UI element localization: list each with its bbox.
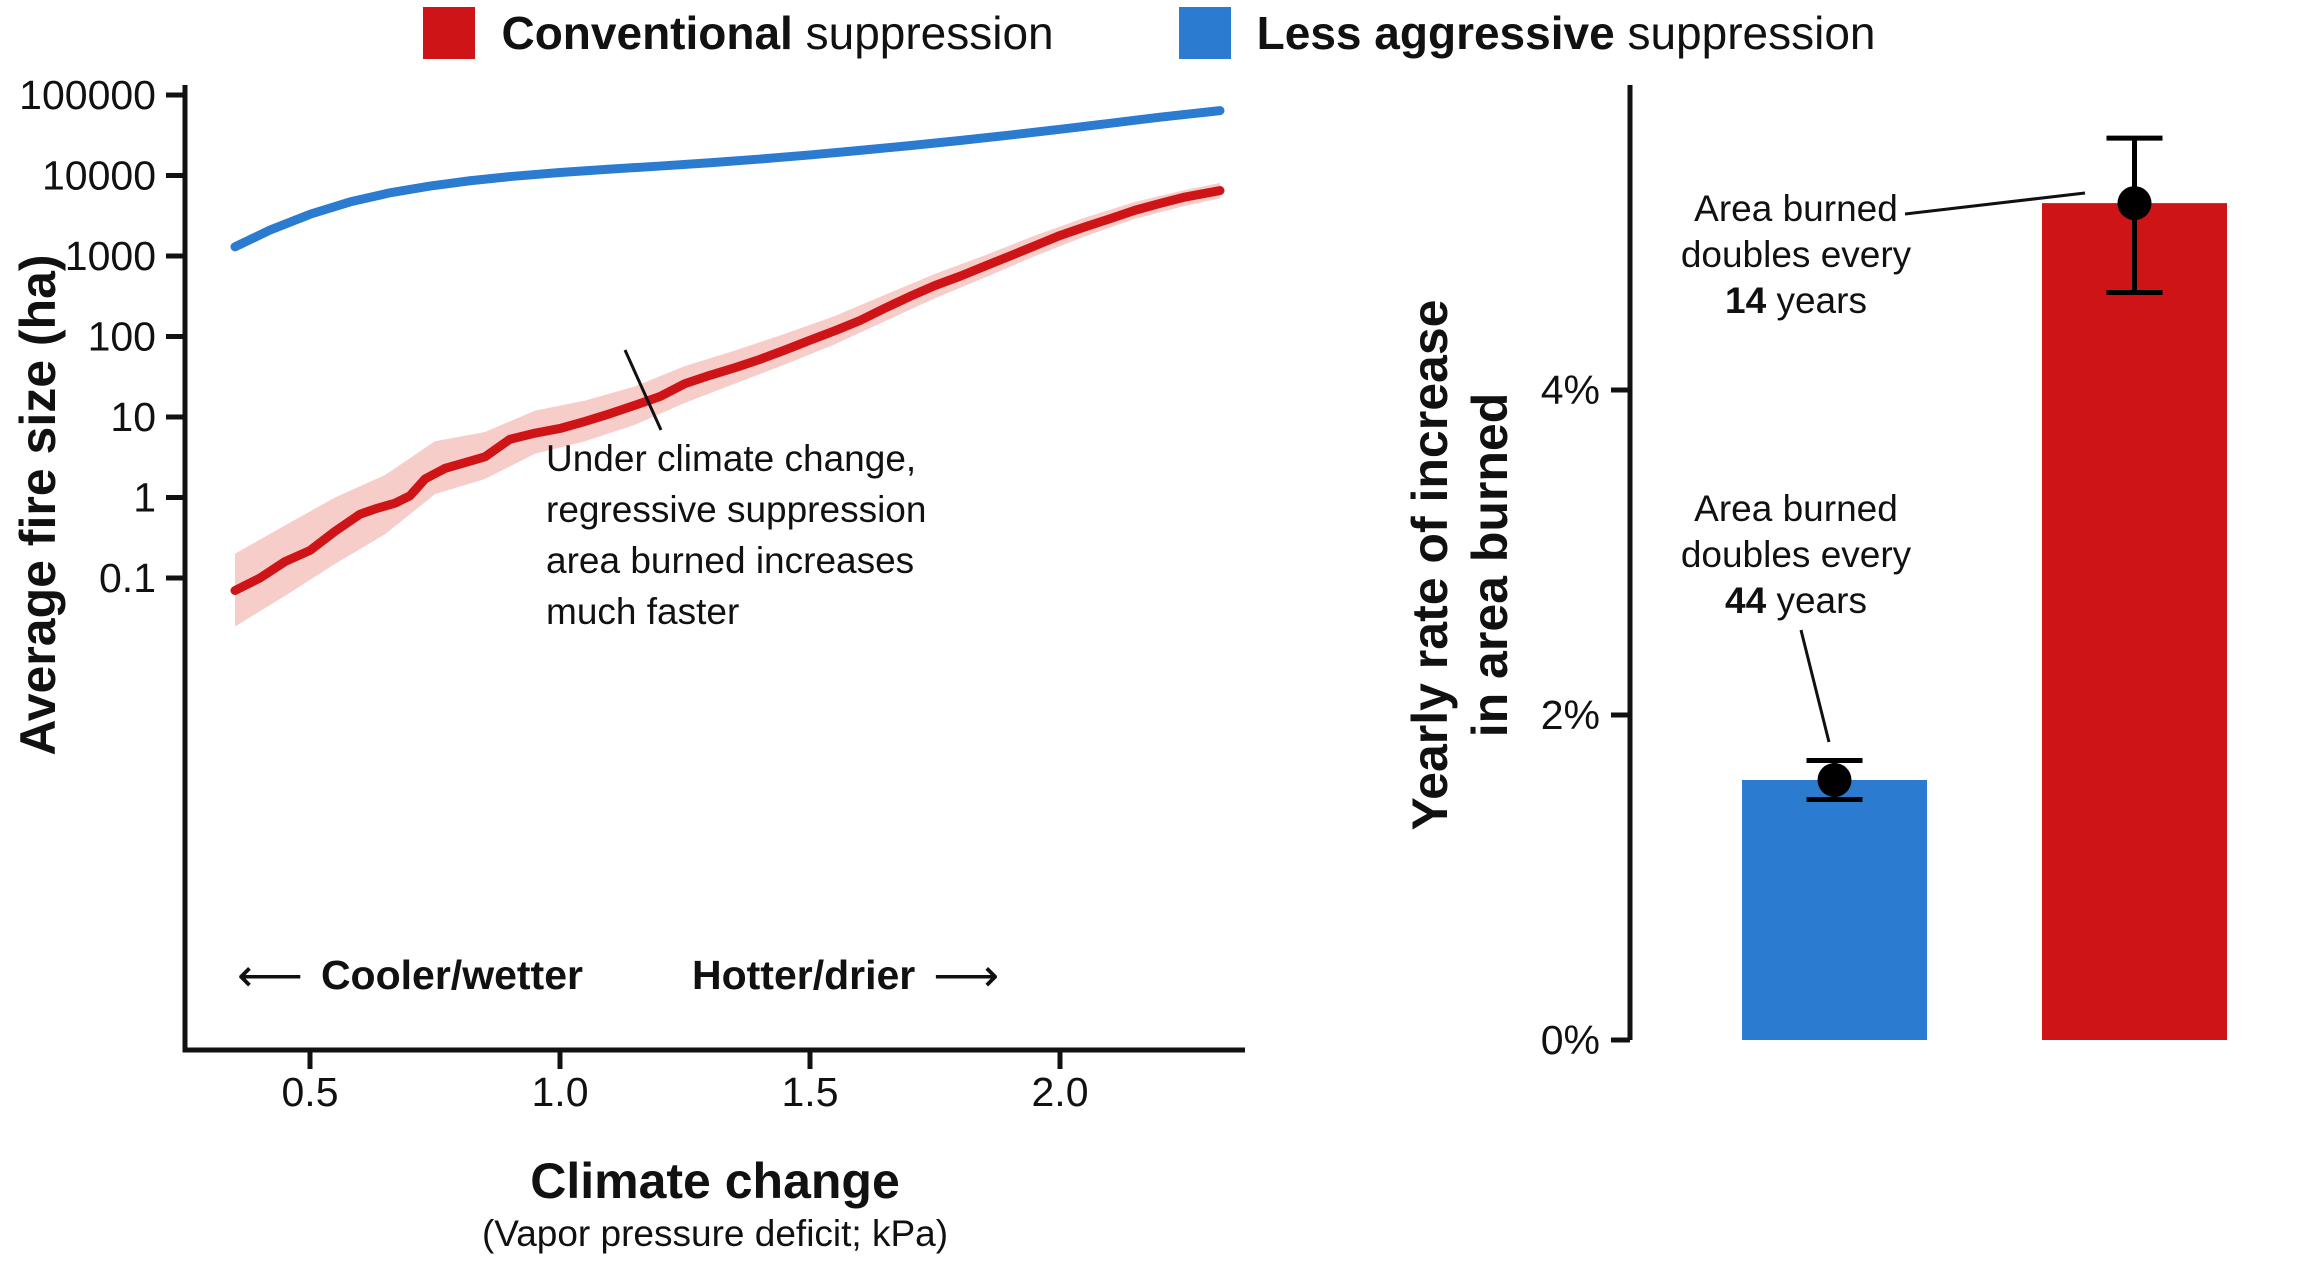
legend-label-bold: Conventional [501,7,793,59]
fire-chart-axes [182,85,1245,1053]
legend-label-rest: suppression [1614,7,1876,59]
fire-y-tick-label: 1000 [65,233,156,279]
legend-swatch-less-aggressive-icon [1178,7,1231,59]
annotation-doubling-conventional: Area burned doubles every 14 years [1645,186,1947,324]
right-arrow-icon: ⟶ [933,949,1000,1001]
point-estimate-dot-conventional [2117,186,2152,221]
conventional-line [230,186,1225,595]
annotation-years-rest: years [1766,279,1867,321]
legend-item-less-aggressive: Less aggressive suppression [1178,6,1876,60]
y-axis-title-rate-line2: in area burned [1462,392,1518,738]
fire-x-tick-label: 1.0 [532,1069,589,1115]
less-aggressive-line [230,106,1225,252]
bar-less-aggressive [1742,780,1927,1040]
fire-y-tick-label: 100 [88,314,156,360]
y-axis-title-rate: Yearly rate of increase in area burned [1400,115,1524,1015]
point-estimate-dot-less-aggressive [1817,763,1852,797]
legend-label-bold: Less aggressive [1256,7,1615,59]
legend-item-conventional: Conventional suppression [423,6,1054,60]
fire-y-tick-label: 1 [133,475,156,521]
direction-cooler-wetter: ⟵ Cooler/wetter [237,948,583,1002]
legend-label-rest: suppression [792,7,1054,59]
pointer-14-years [1904,191,2086,216]
annotation-line: doubles every [1680,533,1912,575]
y-axis-title-rate-line1: Yearly rate of increase [1402,299,1458,831]
rate-y-tick-label: 4% [1541,367,1600,413]
legend-label-conventional: Conventional suppression [501,6,1053,60]
rate-y-tick-label: 0% [1541,1017,1600,1063]
legend-swatch-conventional-icon [423,7,476,59]
annotation-line: doubles every [1680,233,1912,275]
annotation-years-bold: 44 [1725,579,1767,621]
legend-label-less-aggressive: Less aggressive suppression [1257,6,1876,60]
pointer-44-years [1799,629,1831,743]
legend: Conventional suppression Less aggressive… [0,6,2299,60]
fire-x-tick-label: 0.5 [282,1069,339,1115]
direction-cooler-wetter-label: Cooler/wetter [320,951,583,998]
rate-y-tick-label: 2% [1541,692,1600,738]
annotation-years-rest: years [1766,579,1867,621]
annotation-years-bold: 14 [1725,279,1767,321]
annotation-doubling-less-aggressive: Area burned doubles every 44 years [1645,486,1947,624]
x-axis-title: Climate change [530,1153,900,1209]
direction-hotter-drier: Hotter/drier ⟶ [692,948,999,1002]
direction-hotter-drier-label: Hotter/drier [692,951,916,998]
annotation-climate-change: Under climate change, regressive suppres… [546,438,927,633]
left-arrow-icon: ⟵ [237,949,303,1001]
fire-x-tick-label: 1.5 [782,1069,839,1115]
annotation-line: Area burned [1694,188,1898,229]
annotation-pointer-line [623,349,663,431]
fire-y-tick-label: 10000 [42,153,156,199]
fire-y-tick-label: 100000 [19,72,156,118]
x-axis-subtitle: (Vapor pressure deficit; kPa) [481,1213,949,1254]
fire-y-tick-label: 0.1 [99,555,156,601]
y-axis-title-fire-size: Average fire size (ha) [10,254,66,756]
fire-x-tick-label: 2.0 [1032,1069,1089,1115]
annotation-line: Area burned [1694,488,1898,529]
fire-y-tick-label: 10 [110,394,156,440]
bar-conventional [2042,203,2227,1040]
